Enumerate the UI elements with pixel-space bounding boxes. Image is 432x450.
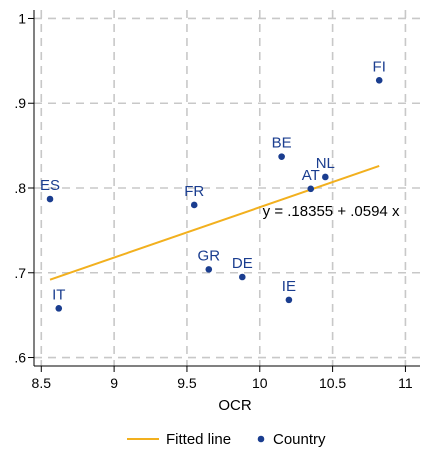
point-label-gr: GR — [198, 247, 221, 264]
point-label-es: ES — [40, 177, 60, 194]
y-tick-label: .9 — [14, 95, 26, 111]
point-label-it: IT — [52, 286, 65, 303]
point-label-at: AT — [302, 167, 320, 184]
data-point-it — [55, 305, 63, 312]
x-axis-title: OCR — [218, 397, 252, 414]
data-point-es — [46, 195, 54, 203]
x-tick-label: 9 — [110, 375, 118, 391]
data-point-at — [307, 185, 315, 193]
y-tick-label: .6 — [14, 350, 26, 366]
y-tick-label: 1 — [18, 10, 26, 26]
data-point-de — [238, 273, 246, 281]
grid-layer — [34, 10, 420, 366]
legend-country-label: Country — [273, 431, 326, 448]
point-label-ie: IE — [282, 278, 296, 295]
regression-equation: y = .18355 + .0594 x — [263, 203, 400, 220]
data-point-ie — [285, 296, 293, 304]
x-tick-label: 8.5 — [32, 375, 52, 391]
y-tick-label: .7 — [14, 265, 26, 281]
legend: Fitted line Country — [127, 431, 326, 448]
data-point-fi — [375, 77, 383, 84]
data-point-gr — [205, 266, 213, 273]
x-tick-label: 11 — [398, 375, 413, 391]
point-label-nl: NL — [316, 155, 335, 172]
x-tick-label: 10.5 — [319, 375, 346, 391]
points-layer — [46, 77, 383, 312]
y-tick-label: .8 — [14, 180, 26, 196]
point-label-be: BE — [272, 135, 292, 152]
axes-layer: 8.5 9 9.5 10 10.5 11 .6 .7 .8 .9 1 — [14, 10, 420, 391]
fitted-line — [49, 165, 380, 281]
fitted-line-layer — [49, 165, 380, 281]
point-label-fr: FR — [184, 183, 204, 200]
x-tick-label: 10 — [252, 375, 268, 391]
data-point-be — [278, 153, 285, 160]
legend-country-swatch — [257, 435, 265, 443]
legend-fitted-line-label: Fitted line — [166, 431, 231, 448]
point-label-de: DE — [232, 255, 253, 272]
data-point-nl — [322, 173, 329, 181]
data-point-fr — [190, 201, 198, 209]
point-label-fi: FI — [373, 58, 386, 75]
x-tick-label: 9.5 — [177, 375, 197, 391]
